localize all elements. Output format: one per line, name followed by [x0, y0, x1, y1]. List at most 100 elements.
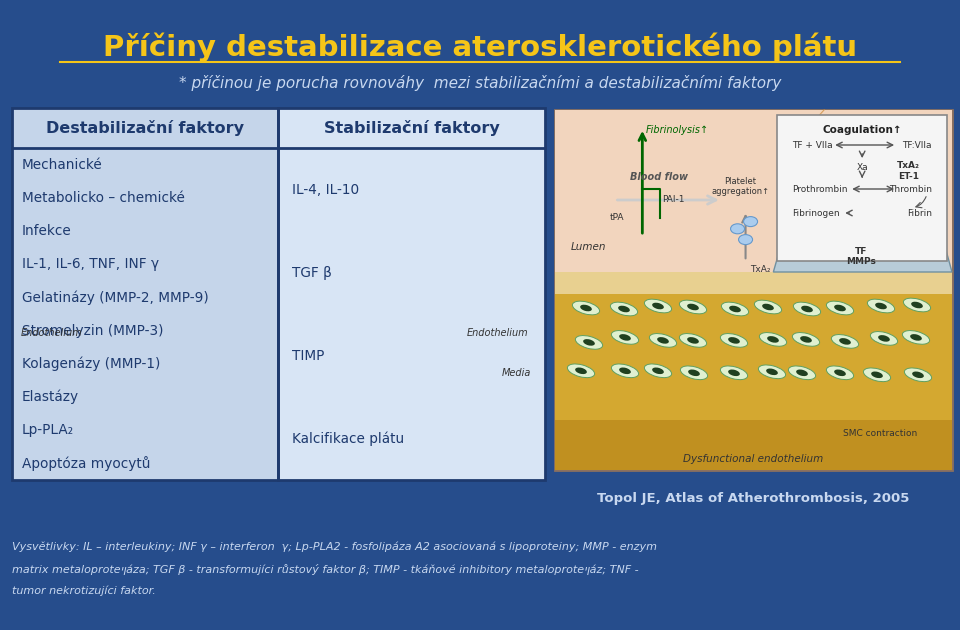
- Ellipse shape: [904, 368, 931, 382]
- Circle shape: [835, 157, 846, 167]
- Ellipse shape: [834, 370, 846, 376]
- Ellipse shape: [856, 183, 873, 195]
- Ellipse shape: [680, 300, 707, 314]
- Ellipse shape: [800, 336, 812, 343]
- Bar: [555, 110, 952, 272]
- Text: TF
MMPs: TF MMPs: [846, 247, 876, 266]
- Circle shape: [855, 171, 864, 180]
- Circle shape: [871, 179, 882, 190]
- Circle shape: [818, 130, 828, 140]
- Circle shape: [877, 164, 887, 174]
- Ellipse shape: [792, 333, 820, 347]
- Circle shape: [839, 144, 848, 153]
- Circle shape: [813, 161, 823, 171]
- Text: Destabilizační faktory: Destabilizační faktory: [46, 120, 244, 136]
- Ellipse shape: [652, 367, 664, 374]
- Ellipse shape: [680, 333, 707, 347]
- Ellipse shape: [825, 205, 841, 217]
- Ellipse shape: [827, 366, 853, 380]
- Polygon shape: [774, 139, 952, 272]
- Text: Kalcifikace plátu: Kalcifikace plátu: [292, 432, 404, 446]
- Ellipse shape: [868, 299, 895, 313]
- Ellipse shape: [658, 337, 669, 344]
- Text: Lp-PLA₂: Lp-PLA₂: [22, 423, 74, 437]
- Text: Infekce: Infekce: [22, 224, 72, 238]
- Ellipse shape: [575, 367, 587, 374]
- Circle shape: [851, 184, 857, 191]
- Circle shape: [816, 136, 828, 148]
- Text: Thrombin: Thrombin: [889, 185, 932, 193]
- Ellipse shape: [728, 337, 740, 344]
- Text: PAI-1: PAI-1: [662, 195, 684, 205]
- Circle shape: [836, 134, 848, 146]
- Bar: [555, 294, 952, 420]
- Circle shape: [878, 147, 885, 154]
- Ellipse shape: [681, 366, 708, 380]
- Ellipse shape: [871, 372, 883, 378]
- Ellipse shape: [796, 370, 808, 376]
- Circle shape: [830, 183, 838, 191]
- Ellipse shape: [612, 364, 638, 377]
- Circle shape: [852, 152, 859, 160]
- Text: tumor nekrotizujíci faktor.: tumor nekrotizujíci faktor.: [12, 586, 156, 597]
- Text: IL-1, IL-6, TNF, INF γ: IL-1, IL-6, TNF, INF γ: [22, 257, 159, 271]
- Text: Endothelium: Endothelium: [467, 328, 529, 338]
- Text: Blood flow: Blood flow: [631, 172, 688, 182]
- Ellipse shape: [744, 217, 757, 227]
- Circle shape: [840, 142, 852, 154]
- Ellipse shape: [902, 331, 929, 344]
- Ellipse shape: [876, 302, 887, 309]
- Ellipse shape: [649, 333, 677, 347]
- Text: Stabilizační faktory: Stabilizační faktory: [324, 120, 499, 136]
- Ellipse shape: [758, 365, 785, 379]
- Ellipse shape: [652, 302, 664, 309]
- Text: IL-4, IL-10: IL-4, IL-10: [292, 183, 359, 197]
- Text: Platelet
aggregation↑: Platelet aggregation↑: [711, 177, 770, 197]
- Circle shape: [859, 181, 866, 187]
- Bar: [278, 108, 545, 480]
- Circle shape: [842, 181, 849, 188]
- Circle shape: [834, 156, 846, 167]
- Text: matrix metaloproteיןáza; TGF β - transformujíci růstový faktor β; TIMP - tkáňové: matrix metaloproteיןáza; TGF β - transfo…: [12, 564, 638, 575]
- Text: tPA: tPA: [610, 214, 624, 222]
- Text: Prothrombin: Prothrombin: [792, 185, 848, 193]
- Text: Elastázy: Elastázy: [22, 390, 79, 404]
- Text: TxA₂: TxA₂: [751, 265, 771, 274]
- Circle shape: [838, 134, 849, 145]
- Circle shape: [828, 169, 836, 176]
- Circle shape: [823, 174, 829, 181]
- Circle shape: [829, 151, 840, 161]
- Ellipse shape: [618, 306, 630, 312]
- Circle shape: [882, 164, 891, 172]
- Circle shape: [860, 176, 871, 186]
- Circle shape: [861, 178, 870, 186]
- Circle shape: [836, 169, 846, 179]
- Circle shape: [828, 133, 840, 144]
- Text: Xa: Xa: [856, 163, 868, 171]
- Ellipse shape: [788, 366, 816, 380]
- Text: TxA₂
ET-1: TxA₂ ET-1: [897, 161, 920, 181]
- Ellipse shape: [583, 339, 595, 346]
- Circle shape: [890, 172, 898, 180]
- Bar: [555, 110, 952, 470]
- Circle shape: [812, 158, 820, 165]
- Ellipse shape: [644, 364, 672, 377]
- Text: Endothelium: Endothelium: [20, 328, 83, 338]
- Text: Coagulation↑: Coagulation↑: [823, 125, 902, 135]
- Ellipse shape: [580, 305, 592, 311]
- Text: Kolagenázy (MMP-1): Kolagenázy (MMP-1): [22, 357, 160, 371]
- Circle shape: [876, 178, 883, 186]
- Circle shape: [819, 142, 828, 150]
- Circle shape: [862, 159, 869, 166]
- Circle shape: [864, 130, 872, 137]
- Ellipse shape: [575, 336, 603, 349]
- Circle shape: [832, 130, 842, 140]
- Bar: [555, 420, 952, 470]
- Ellipse shape: [911, 302, 923, 308]
- Ellipse shape: [793, 302, 821, 316]
- Circle shape: [818, 150, 826, 158]
- Circle shape: [834, 146, 845, 156]
- Ellipse shape: [759, 333, 786, 347]
- Circle shape: [880, 142, 890, 152]
- Ellipse shape: [619, 367, 631, 374]
